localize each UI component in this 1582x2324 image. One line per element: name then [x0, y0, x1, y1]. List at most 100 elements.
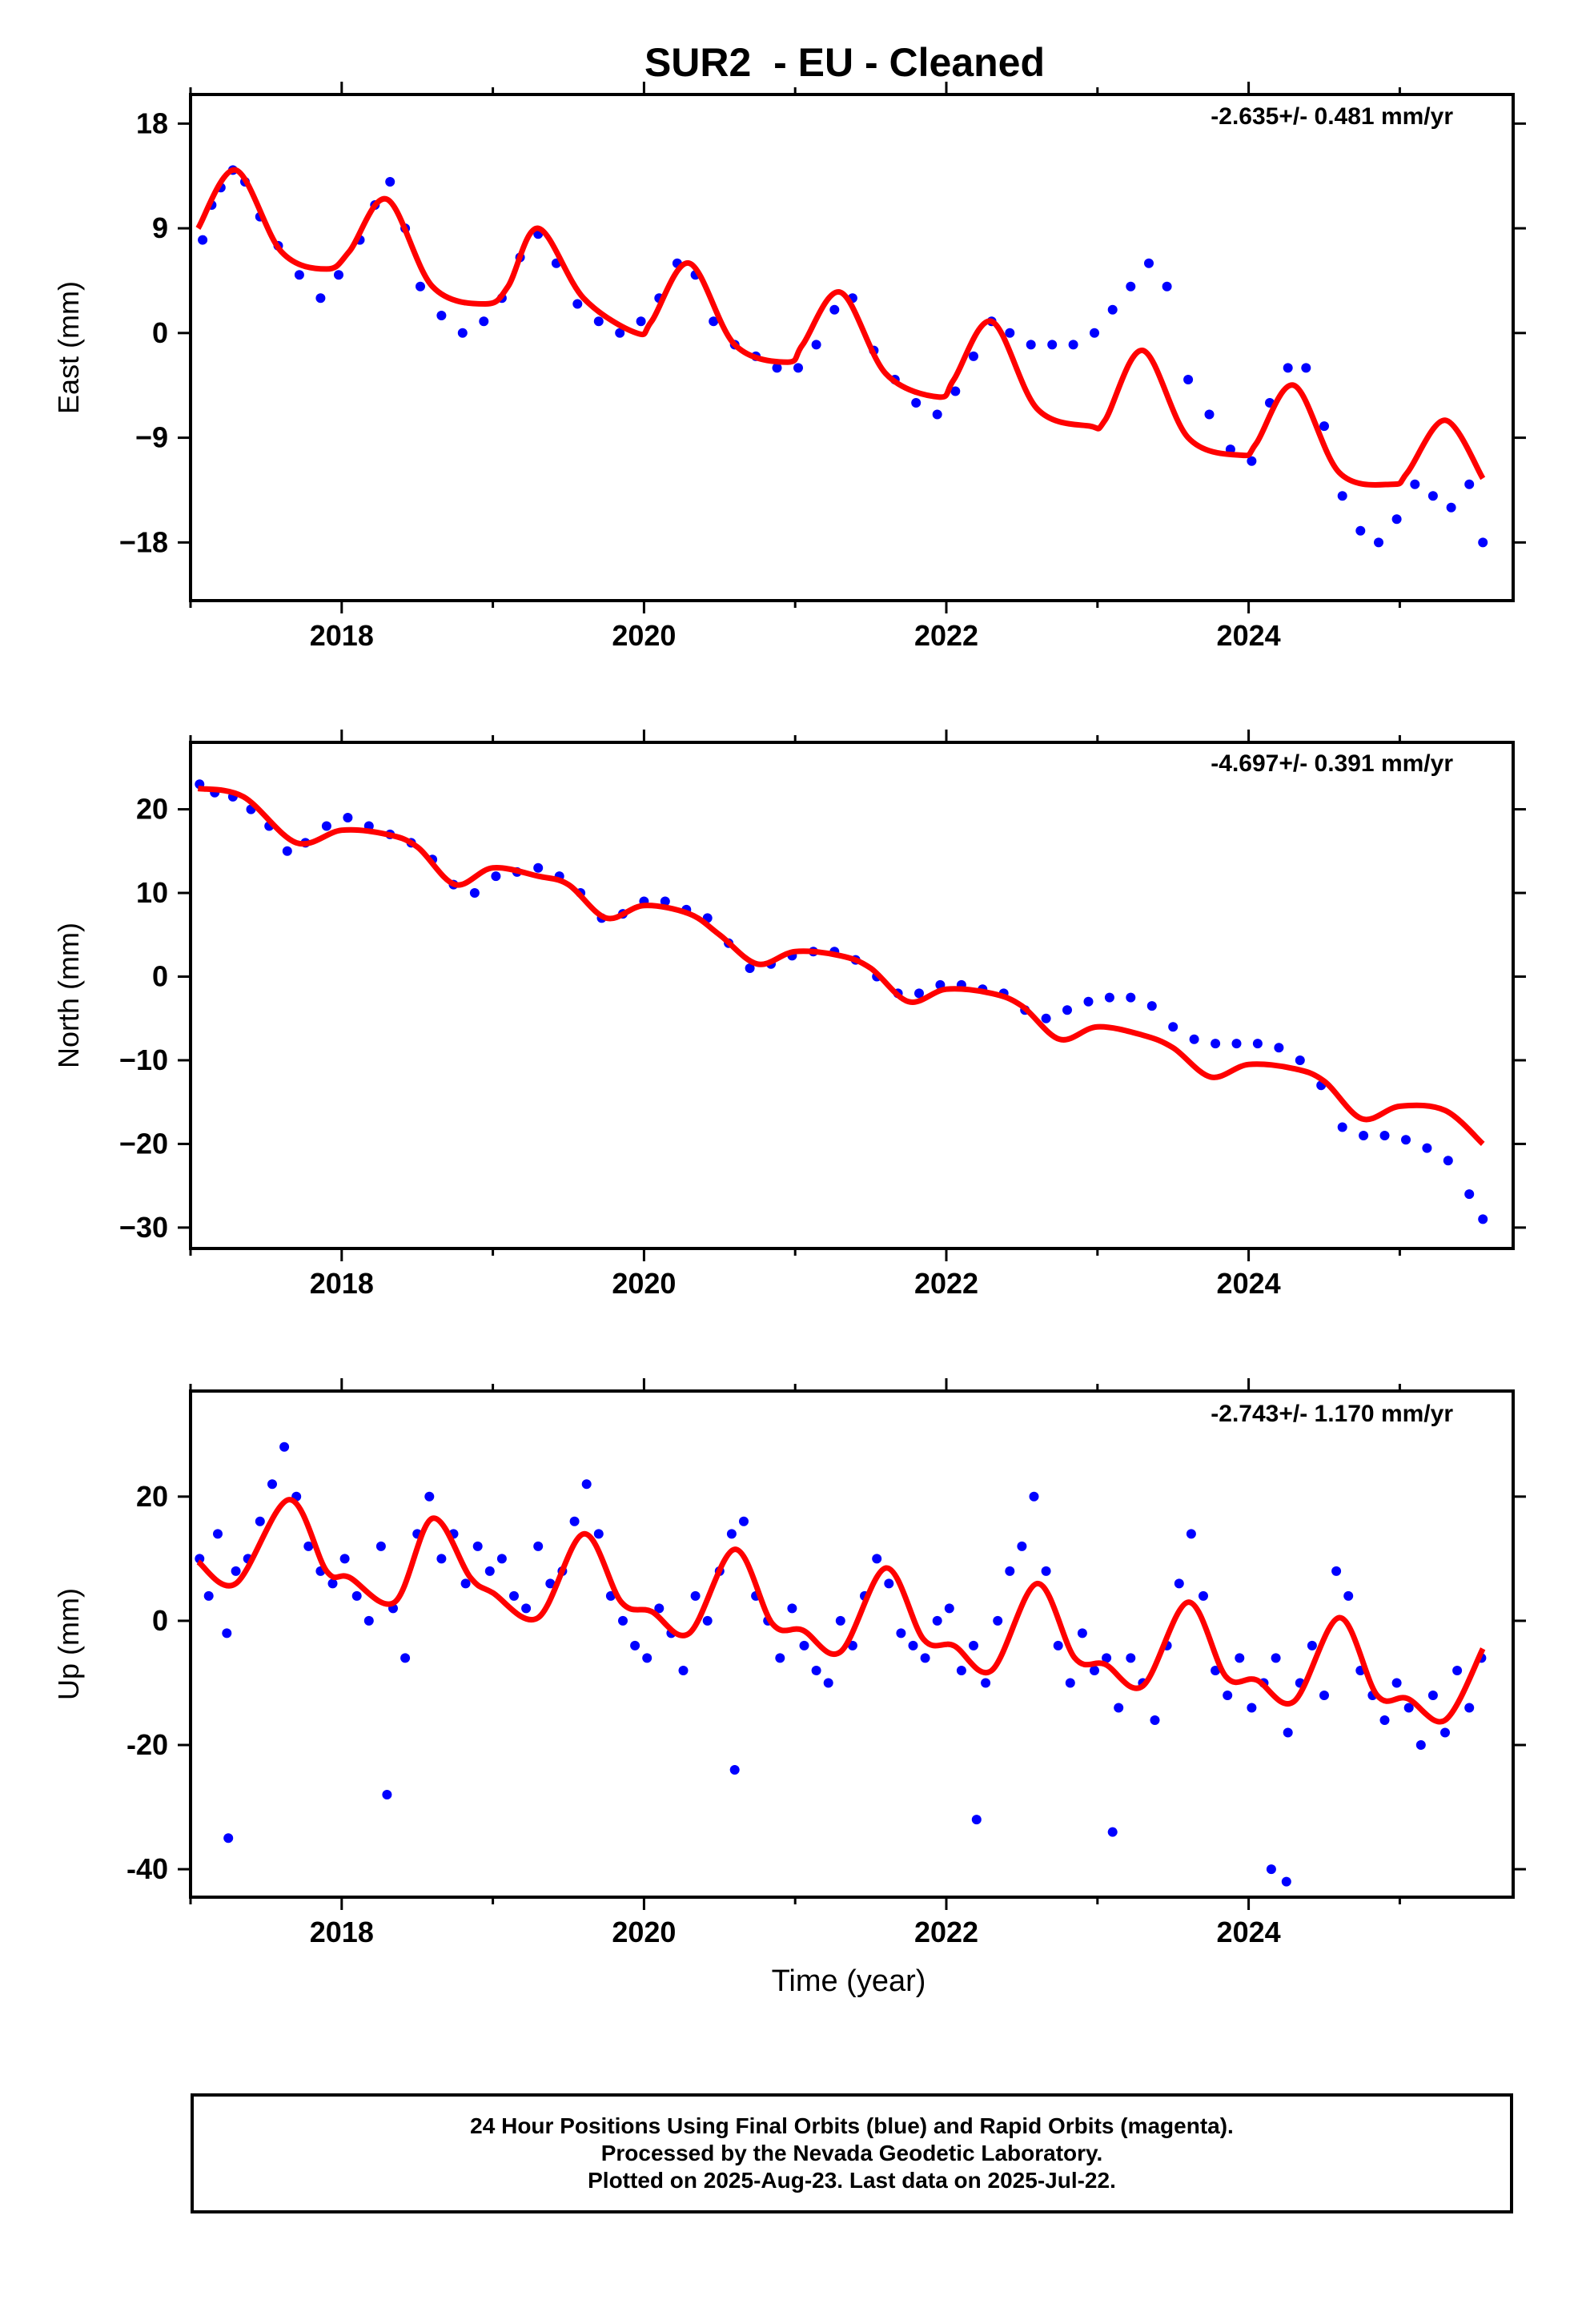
up-data-points [195, 1441, 1487, 1887]
north-data-point [745, 963, 755, 973]
north-data-point [1359, 1131, 1369, 1140]
east-ytick-label: 9 [152, 211, 168, 244]
up-data-point [521, 1603, 532, 1614]
north-data-point [1274, 1043, 1284, 1053]
up-ylabel: Up (mm) [52, 1588, 85, 1700]
east-ytick-label: −18 [119, 525, 168, 558]
east-data-point [385, 177, 396, 187]
up-data-point [1307, 1640, 1317, 1651]
up-data-point [1126, 1653, 1136, 1663]
east-data-point [198, 235, 208, 245]
up-data-point [932, 1615, 942, 1626]
up-data-point [1247, 1703, 1257, 1713]
up-data-point [303, 1541, 314, 1551]
east-data-point [1410, 479, 1420, 489]
up-data-point [195, 1554, 205, 1564]
up-data-point [1266, 1864, 1276, 1875]
up-data-point [1150, 1715, 1160, 1725]
east-ylabel: East (mm) [52, 281, 85, 414]
up-data-point [1005, 1566, 1015, 1576]
north-data-point [1337, 1122, 1347, 1132]
east-data-point [457, 328, 468, 338]
north-data-point [1104, 992, 1114, 1003]
up-data-point [1452, 1666, 1463, 1675]
up-data-point [739, 1516, 749, 1526]
up-frame [189, 1389, 1515, 1899]
up-data-point [472, 1541, 483, 1551]
up-data-point [1186, 1529, 1196, 1539]
up-data-point [255, 1516, 265, 1526]
panel-east: 18 9 0 −9 −18 2018 2020 2022 2024 -2.635+/- 0.48… [52, 82, 1526, 652]
east-data-point [1478, 537, 1488, 548]
up-data-point [424, 1491, 435, 1502]
up-data-point [1077, 1628, 1087, 1638]
caption-line-2: Processed by the Nevada Geodetic Laborat… [600, 2141, 1103, 2165]
caption-box: 24 Hour Positions Using Final Orbits (bl… [191, 2093, 1513, 2213]
east-data-point [911, 398, 921, 408]
up-data-point [1379, 1715, 1390, 1725]
up-data-point [1017, 1541, 1027, 1551]
east-data-point [416, 281, 425, 292]
up-data-point [382, 1790, 392, 1799]
north-data-point [1126, 992, 1136, 1003]
east-data-point [315, 293, 326, 304]
up-data-point [1211, 1666, 1221, 1675]
up-data-point [726, 1529, 737, 1539]
up-data-point [678, 1666, 689, 1675]
up-xtick-label: 2018 [310, 1916, 374, 1948]
east-data-point [1047, 340, 1058, 350]
panel-north: 20 10 0 −10 −20 −30 2018 2020 2022 2024 -4.697+/-… [52, 730, 1526, 1300]
north-data-point [1443, 1156, 1453, 1166]
north-model-line [197, 786, 1485, 1147]
up-data-point [884, 1578, 894, 1589]
east-data-points [198, 165, 1488, 548]
north-data-point [660, 896, 670, 907]
east-data-point [1355, 525, 1366, 536]
north-ytick-label: 20 [136, 793, 168, 826]
east-model-line [195, 167, 1486, 489]
north-data-point [533, 862, 544, 873]
east-ytick-label: 18 [136, 107, 168, 139]
up-data-point [944, 1603, 954, 1614]
north-xtick-label: 2022 [914, 1267, 978, 1300]
up-data-point [375, 1541, 386, 1551]
north-data-points [195, 779, 1488, 1224]
up-data-point [1114, 1703, 1124, 1713]
north-data-point [469, 888, 480, 898]
up-data-point [1235, 1653, 1245, 1663]
up-xtick-label: 2024 [1217, 1916, 1281, 1948]
up-data-point [1281, 1876, 1291, 1887]
up-ticks: 20 0 -20 -40 2018 2020 2022 2024 [126, 1378, 1526, 1948]
north-ytick-label: 10 [136, 876, 168, 909]
north-frame [189, 741, 1515, 1250]
north-data-point [282, 846, 292, 856]
up-data-point [654, 1603, 665, 1614]
east-data-point [1337, 491, 1347, 501]
east-data-point [1026, 340, 1036, 350]
north-data-point [1189, 1034, 1199, 1044]
east-data-point [1107, 304, 1118, 315]
up-xtick-label: 2022 [914, 1916, 978, 1948]
up-xtick-label: 2020 [612, 1916, 676, 1948]
north-data-point [1083, 996, 1094, 1007]
caption-line-3: Plotted on 2025-Aug-23. Last data on 202… [588, 2168, 1116, 2193]
up-data-point [436, 1554, 447, 1564]
north-data-point [1464, 1189, 1475, 1200]
up-ytick-label: 20 [136, 1480, 168, 1513]
east-data-point [1464, 479, 1475, 489]
east-data-point [1319, 421, 1329, 432]
east-data-point [1090, 328, 1099, 338]
up-data-point [811, 1666, 821, 1675]
east-data-point [615, 328, 625, 338]
east-data-point [793, 363, 803, 373]
up-data-point [1440, 1727, 1450, 1738]
east-ytick-label: 0 [152, 316, 168, 349]
up-data-point [1029, 1491, 1039, 1502]
up-data-point [1199, 1590, 1208, 1601]
up-data-point [920, 1653, 930, 1663]
up-data-point [1427, 1691, 1438, 1700]
up-model-line [196, 1497, 1486, 1725]
east-data-point [1391, 514, 1402, 525]
up-data-point [1065, 1678, 1075, 1688]
up-data-point [222, 1628, 232, 1638]
